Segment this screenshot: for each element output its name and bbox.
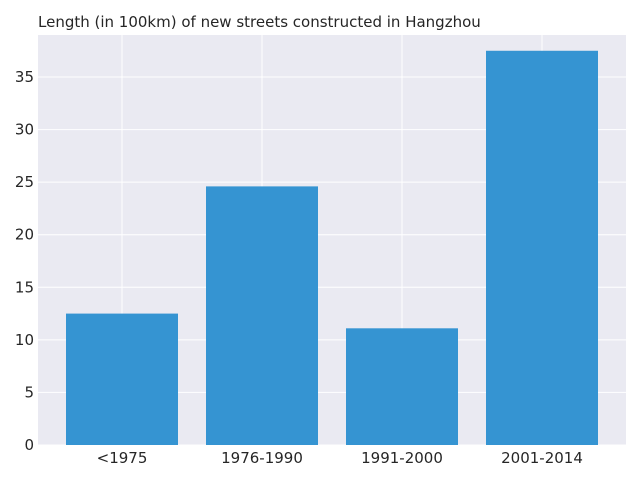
bar [346,328,458,445]
y-tick-label: 15 [15,278,34,296]
x-tick-label: <1975 [97,449,148,467]
y-tick-label: 10 [15,331,34,349]
y-tick-label: 20 [15,226,34,244]
x-tick-label: 1976-1990 [221,449,303,467]
y-tick-label: 25 [15,173,34,191]
bars [66,50,598,446]
bar [206,186,318,445]
y-tick-label: 5 [24,383,34,401]
x-axis-ticks: <1975 1976-1990 1991-2000 2001-2014 [97,449,583,467]
x-tick-label: 2001-2014 [501,449,583,467]
bar [66,313,178,445]
chart-title: Length (in 100km) of new streets constru… [38,13,481,31]
x-tick-label: 1991-2000 [361,449,443,467]
y-axis-ticks: 0 5 10 15 20 25 30 35 [15,68,34,454]
bar [486,50,598,446]
y-tick-label: 35 [15,68,34,86]
y-tick-label: 0 [24,436,34,454]
y-tick-label: 30 [15,121,34,139]
